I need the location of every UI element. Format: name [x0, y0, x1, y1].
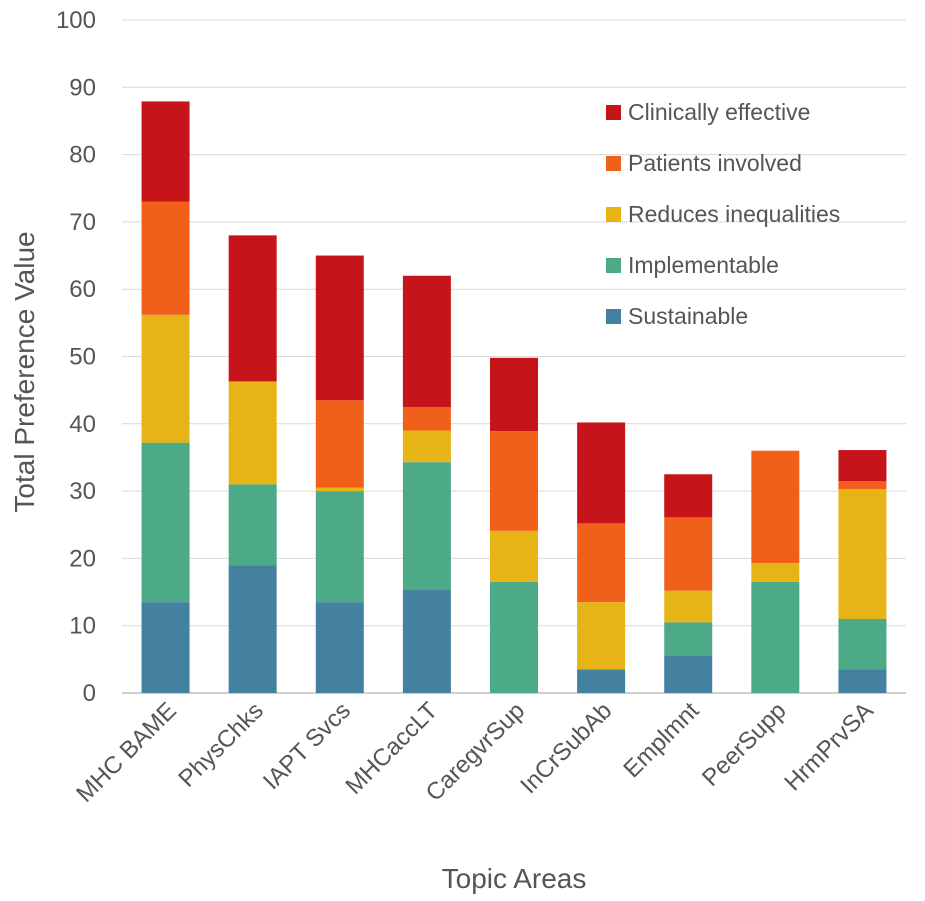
bar-segment [577, 669, 626, 693]
bar-segment [141, 442, 190, 603]
bar-segment [228, 381, 277, 485]
y-tick-label: 40 [69, 411, 96, 438]
y-tick-label: 100 [56, 7, 96, 34]
legend-label: Sustainable [628, 303, 748, 329]
bar-segment [490, 530, 538, 582]
bar-segment [141, 101, 190, 202]
bar-segment [315, 602, 364, 693]
bar-segment [315, 255, 364, 401]
bar-segment [838, 450, 887, 482]
y-axis-ticks: 0 10 20 30 40 50 60 70 80 90 100 [56, 7, 96, 707]
bar-segment [664, 622, 713, 656]
bar-segment [228, 235, 277, 382]
bar-segment [402, 462, 451, 591]
bar-segment [402, 430, 451, 463]
bar-segment [141, 201, 190, 315]
y-axis-title: Total Preference Value [9, 231, 40, 512]
x-tick-label: MHC BAME [71, 697, 182, 808]
legend-swatch [606, 309, 621, 324]
y-tick-label: 60 [69, 276, 96, 303]
y-tick-label: 80 [69, 142, 96, 169]
legend-label: Clinically effective [628, 99, 810, 125]
bar-segment [577, 602, 626, 670]
bar-segment [315, 400, 364, 488]
y-tick-label: 0 [83, 680, 96, 707]
bar-segment [315, 491, 364, 603]
legend-swatch [606, 207, 621, 222]
x-axis-title: Topic Areas [442, 863, 587, 894]
bar-segment [751, 450, 800, 564]
bar-segment [751, 581, 800, 693]
bar-segment [838, 481, 887, 490]
legend-label: Patients involved [628, 150, 802, 176]
bar-segment [315, 487, 364, 492]
x-tick-label: InCrSubAb [515, 697, 617, 799]
bar-segment [577, 422, 626, 524]
bar-segment [664, 590, 713, 623]
x-tick-label: PhysChks [173, 697, 268, 792]
bar-segment [402, 275, 451, 407]
y-tick-label: 50 [69, 344, 96, 371]
bar-segment [402, 406, 451, 431]
legend-swatch [606, 258, 621, 273]
bar-segment [664, 655, 713, 693]
y-tick-label: 30 [69, 478, 96, 505]
y-tick-label: 70 [69, 209, 96, 236]
x-tick-label: HrmPrvSA [779, 697, 878, 796]
bar-segment [664, 517, 713, 591]
bar-segment [228, 484, 277, 566]
bar-segment [490, 431, 538, 531]
legend-label: Reduces inequalities [628, 201, 840, 227]
x-tick-label: Emplmnt [618, 697, 704, 783]
bar-segment [577, 523, 626, 603]
bar-segment [838, 618, 887, 670]
bar-segment [838, 489, 887, 619]
bar-segment [141, 602, 190, 693]
y-tick-label: 90 [69, 74, 96, 101]
bar-segment [228, 565, 277, 693]
y-tick-label: 10 [69, 613, 96, 640]
bar-segment [490, 357, 538, 432]
y-tick-label: 20 [69, 545, 96, 572]
bar-segment [751, 563, 800, 582]
legend-label: Implementable [628, 252, 779, 278]
bar-segment [402, 590, 451, 693]
legend-swatch [606, 105, 621, 120]
x-tick-label: PeerSupp [697, 697, 792, 792]
bars [141, 101, 887, 693]
bar-segment [490, 581, 538, 693]
bar-segment [838, 669, 887, 693]
legend-swatch [606, 156, 621, 171]
bar-segment [664, 474, 713, 518]
legend: Clinically effective Patients involved Red… [606, 99, 840, 329]
bar-segment [141, 314, 190, 443]
